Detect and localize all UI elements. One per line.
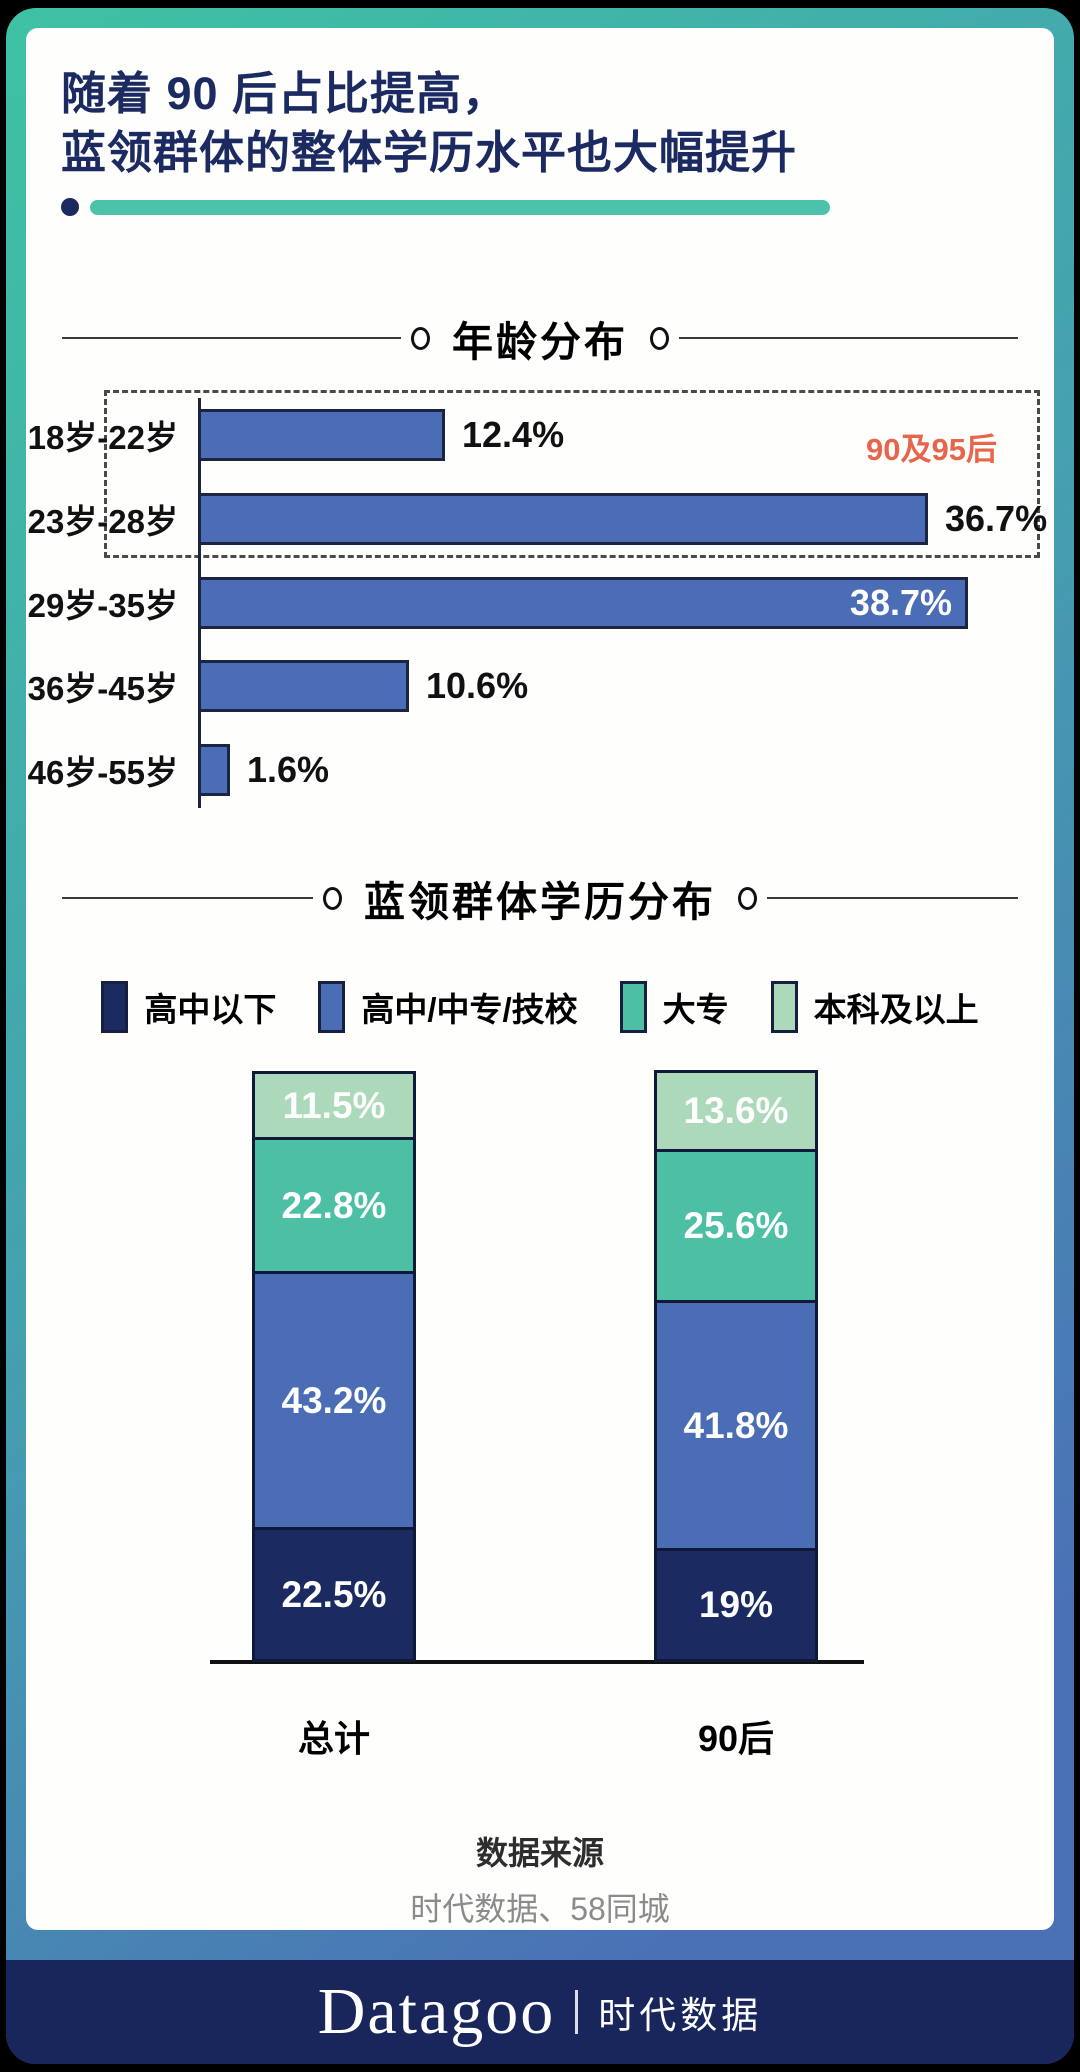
footer-brand-cn: 时代数据 [598, 1996, 763, 2037]
source-text: 时代数据、58同城 [410, 1891, 670, 1927]
stack-segment: 13.6% [654, 1070, 818, 1152]
underline-dot-icon [61, 198, 79, 216]
age-bar [198, 744, 230, 796]
age-category-label: 36岁-45岁 [27, 670, 178, 708]
section-line [767, 897, 1018, 899]
section-header-age: 年龄分布 [62, 308, 1018, 368]
age-value-label: 36.7% [945, 497, 1048, 539]
legend-item: 大专 [619, 981, 729, 1033]
legend-label: 高中/中专/技校 [361, 991, 578, 1028]
age-distribution-chart: 90及95后 18岁-22岁 12.4% 23岁-28岁 36.7% 29岁-35岁 38… [26, 368, 1054, 828]
underline-bar [90, 199, 830, 215]
footer-separator [575, 1990, 579, 2034]
stack-segment: 22.8% [252, 1137, 416, 1274]
stack-segment: 11.5% [252, 1071, 416, 1140]
age-bar-row: 29岁-35岁 38.7% [26, 576, 1054, 629]
age-bar [198, 409, 445, 461]
legend-item: 高中/中专/技校 [318, 981, 578, 1033]
stack-segment: 41.8% [654, 1300, 818, 1551]
edu-distribution-chart: 22.5% 43.2% 22.8% 11.5% 总计 19% 41.8% 25.6% 13.6%… [26, 1048, 1054, 1793]
age-category-label: 18岁-22岁 [27, 419, 178, 456]
title-underline [61, 198, 830, 216]
section-line [62, 337, 401, 339]
stack-segment: 22.5% [252, 1527, 416, 1662]
stack-column: 22.5% 43.2% 22.8% 11.5% [252, 1071, 416, 1662]
source-block: 数据来源 时代数据、58同城 [26, 1828, 1054, 1930]
stack-value-label: 25.6% [683, 1205, 789, 1246]
age-value-label: 12.4% [462, 414, 565, 455]
section-line [62, 897, 313, 899]
stack-value-label: 22.5% [281, 1573, 387, 1615]
legend-swatch-icon [101, 981, 129, 1033]
age-bar-row: 36岁-45岁 10.6% [26, 660, 1054, 713]
age-bar-row: 46岁-55岁 1.6% [26, 744, 1054, 796]
stack-value-label: 19% [698, 1584, 774, 1625]
content-area: 随着 90 后占比提高， 蓝领群体的整体学历水平也大幅提升 年龄分布 90及95… [26, 28, 1054, 1930]
stack-value-label: 41.8% [683, 1404, 789, 1446]
edu-axis-line [210, 1660, 864, 1664]
age-annotation-box [104, 390, 1040, 558]
section-title-edu: 蓝领群体学历分布 [364, 879, 716, 925]
circle-icon [650, 326, 669, 350]
edu-legend: 高中以下 高中/中专/技校 大专 本科及以上 [26, 981, 1054, 1033]
age-value-label: 38.7% [849, 581, 952, 623]
legend-swatch-icon [318, 981, 346, 1033]
stack-value-label: 11.5% [282, 1084, 386, 1126]
stack-value-label: 22.8% [281, 1184, 387, 1226]
footer-bar: Datagoo 时代数据 [6, 1960, 1074, 2064]
age-bar [198, 660, 409, 713]
page-title: 随着 90 后占比提高， 蓝领群体的整体学历水平也大幅提升 [61, 64, 797, 183]
age-category-label: 46岁-55岁 [27, 754, 178, 791]
card: 随着 90 后占比提高， 蓝领群体的整体学历水平也大幅提升 年龄分布 90及95… [6, 8, 1074, 2064]
section-title-age: 年龄分布 [452, 319, 628, 365]
age-value-label: 1.6% [247, 749, 330, 790]
legend-label: 高中以下 [144, 991, 277, 1028]
age-category-label: 23岁-28岁 [27, 502, 178, 540]
footer-brand-logo: Datagoo [317, 1975, 556, 2048]
age-bar-row: 23岁-28岁 36.7% [26, 492, 1054, 545]
age-bar: 38.7% [198, 576, 968, 629]
age-bar-row: 18岁-22岁 12.4% [26, 409, 1054, 461]
stack-segment: 43.2% [252, 1271, 416, 1530]
age-bar [198, 492, 928, 545]
section-line [679, 337, 1018, 339]
legend-label: 本科及以上 [813, 991, 979, 1028]
legend-swatch-icon [619, 981, 647, 1033]
edu-category-label: 90后 [697, 1718, 775, 1759]
age-value-label: 10.6% [426, 665, 529, 707]
stack-value-label: 43.2% [281, 1379, 387, 1421]
edu-category-label: 总计 [297, 1718, 370, 1759]
page-title-line2: 蓝领群体的整体学历水平也大幅提升 [61, 127, 798, 179]
source-label: 数据来源 [475, 1835, 604, 1871]
circle-icon [323, 886, 342, 910]
stack-column: 19% 41.8% 25.6% 13.6% [654, 1070, 818, 1662]
legend-item: 高中以下 [101, 981, 276, 1033]
legend-swatch-icon [770, 981, 798, 1033]
stack-segment: 19% [654, 1548, 818, 1662]
stack-segment: 25.6% [654, 1149, 818, 1303]
legend-item: 本科及以上 [770, 981, 979, 1033]
age-annotation-label: 90及95后 [866, 432, 997, 467]
stack-value-label: 13.6% [683, 1090, 789, 1131]
legend-label: 大专 [662, 991, 729, 1028]
section-header-edu: 蓝领群体学历分布 [62, 868, 1018, 928]
page-title-line1: 随着 90 后占比提高， [61, 68, 509, 119]
circle-icon [738, 886, 757, 910]
circle-icon [411, 326, 430, 350]
age-category-label: 29岁-35岁 [27, 586, 178, 624]
